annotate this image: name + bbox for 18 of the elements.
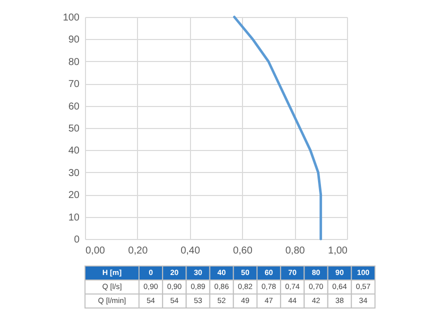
x-tick-label: 0,40 <box>180 246 200 256</box>
x-tick-label: 1,00 <box>328 246 348 256</box>
y-tick-label: 90 <box>68 34 80 46</box>
y-tick-label: 20 <box>68 190 80 202</box>
x-tick-label: 0,00 <box>86 246 106 256</box>
x-tick-label: 0,20 <box>128 246 148 256</box>
x-tick-label: 0,60 <box>232 246 253 256</box>
line-series <box>233 16 322 240</box>
y-tick-label: 100 <box>62 12 80 24</box>
x-tick-label: 0,80 <box>285 246 306 256</box>
y-tick-label: 60 <box>68 101 80 112</box>
y-tick-label: 0 <box>74 234 80 246</box>
y-tick-label: 50 <box>68 124 80 134</box>
y-tick-label: 40 <box>68 146 80 157</box>
y-tick-label: 80 <box>68 56 80 68</box>
y-tick-label: 70 <box>68 79 80 90</box>
y-tick-label: 30 <box>68 168 80 179</box>
y-tick-label: 10 <box>68 212 80 224</box>
